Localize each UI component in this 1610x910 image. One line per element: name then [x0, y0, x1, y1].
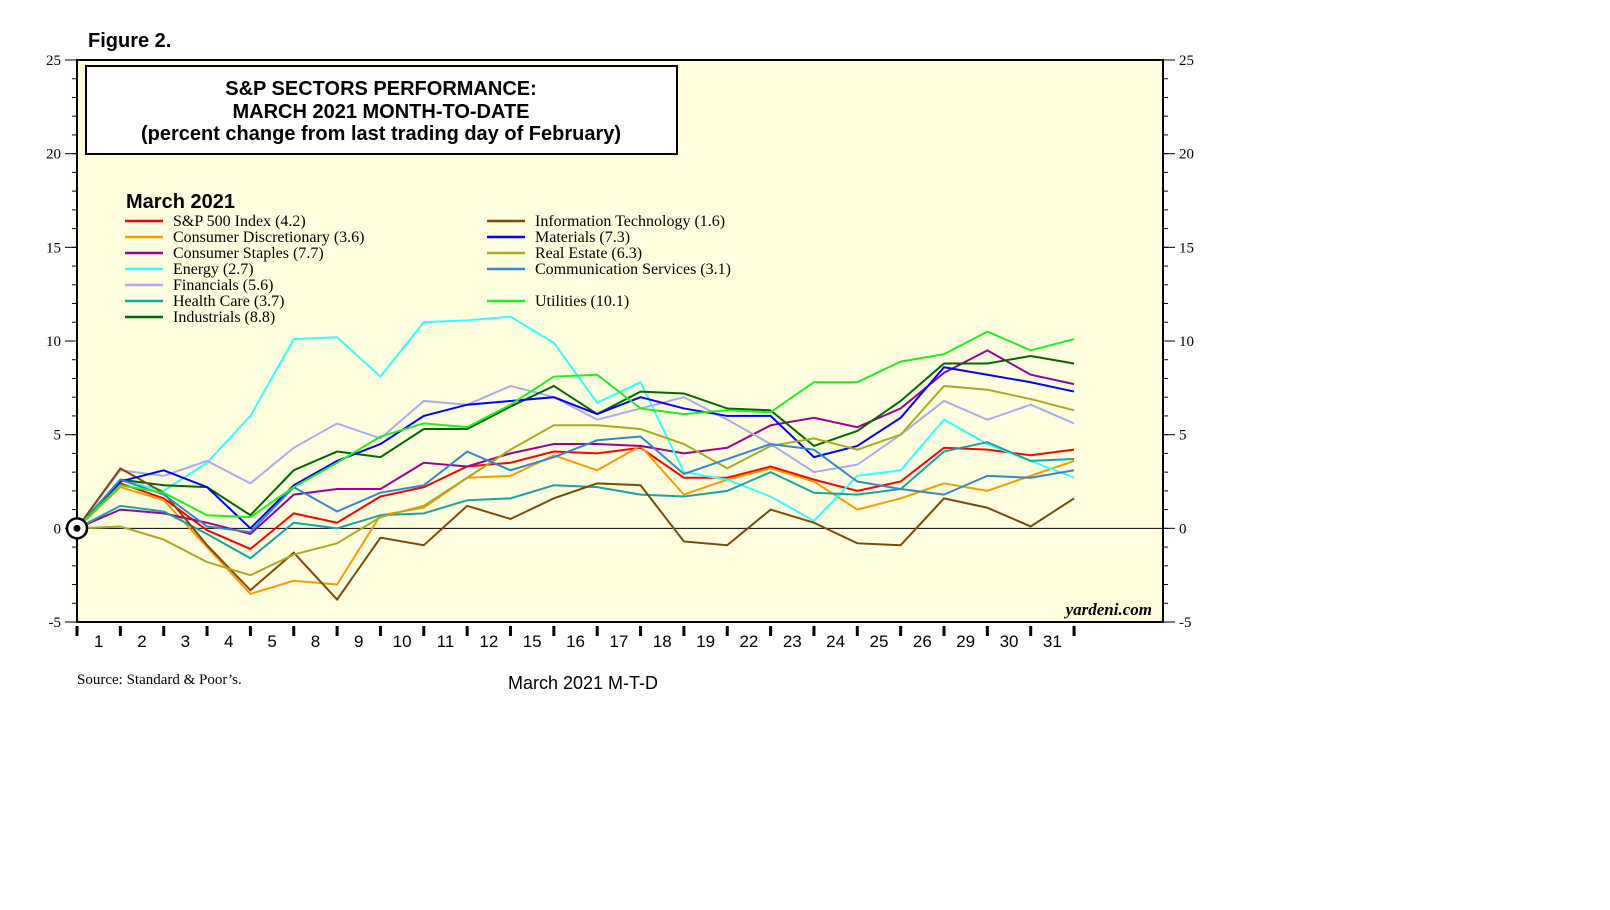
x-tick-label: 18 — [653, 632, 672, 651]
y2-tick-label: 5 — [1179, 428, 1187, 444]
x-tick-label: 12 — [479, 632, 498, 651]
y2-tick-label: 0 — [1179, 521, 1187, 537]
legend-label: Industrials (8.8) — [173, 309, 275, 326]
x-tick-label: 9 — [354, 632, 363, 651]
y-tick-label: 5 — [54, 428, 62, 444]
x-tick-label: 22 — [739, 632, 758, 651]
y2-tick-label: 10 — [1179, 334, 1194, 350]
x-tick-label: 17 — [609, 632, 628, 651]
series-line — [76, 446, 1075, 551]
series-line — [76, 315, 1075, 529]
x-tick-label: 26 — [913, 632, 932, 651]
series-line — [76, 384, 1075, 529]
watermark: yardeni.com — [1064, 600, 1152, 619]
y2-tick-label: -5 — [1179, 615, 1192, 631]
y-tick-label: 25 — [46, 53, 61, 69]
x-tick-label: 8 — [311, 632, 320, 651]
legend-label: Utilities (10.1) — [535, 293, 629, 310]
legend-label: Consumer Discretionary (3.6) — [173, 229, 365, 246]
series-line — [76, 384, 1075, 577]
origin-dot — [73, 524, 81, 532]
legend-label: Consumer Staples (7.7) — [173, 245, 324, 262]
figure-label: Figure 2. — [88, 30, 171, 52]
chart-title: MARCH 2021 MONTH-TO-DATE — [232, 101, 529, 123]
x-tick-label: 31 — [1043, 632, 1062, 651]
x-tick-label: 3 — [181, 632, 190, 651]
y2-tick-label: 20 — [1179, 147, 1194, 163]
source: Source: Standard & Poor’s. — [77, 672, 242, 688]
title-box — [85, 65, 678, 155]
x-axis-label: March 2021 M-T-D — [508, 673, 658, 693]
y-tick-label: 15 — [46, 240, 61, 256]
y-tick-label: 10 — [46, 334, 61, 350]
series-line — [76, 435, 1075, 534]
y-tick-label: 20 — [46, 147, 61, 163]
x-tick-label: 4 — [224, 632, 233, 651]
x-tick-label: 30 — [1000, 632, 1019, 651]
x-tick-label: 23 — [783, 632, 802, 651]
series-line — [76, 330, 1075, 530]
y-tick-label: -5 — [49, 615, 62, 631]
y-tick-label: 0 — [54, 521, 62, 537]
y2-tick-label: 25 — [1179, 53, 1194, 69]
legend-label: Materials (7.3) — [535, 229, 630, 246]
x-tick-label: 16 — [566, 632, 585, 651]
x-tick-label: 29 — [956, 632, 975, 651]
y2-tick-label: 15 — [1179, 240, 1194, 256]
x-tick-label: 2 — [137, 632, 146, 651]
series-line — [76, 467, 1075, 602]
series-line — [76, 354, 1075, 529]
series-line — [76, 444, 1075, 596]
chart-title: S&P SECTORS PERFORMANCE: — [225, 78, 537, 100]
x-tick-label: 5 — [267, 632, 276, 651]
legend-label: Information Technology (1.6) — [535, 213, 725, 230]
x-tick-label: 10 — [393, 632, 412, 651]
legend-label: Real Estate (6.3) — [535, 245, 642, 262]
legend-label: Financials (5.6) — [173, 277, 273, 294]
legend-label: Communication Services (3.1) — [535, 261, 731, 278]
series-line — [76, 366, 1075, 530]
chart-title: (percent change from last trading day of… — [141, 123, 621, 145]
legend-label: S&P 500 Index (4.2) — [173, 213, 306, 230]
legend-label: Health Care (3.7) — [173, 293, 285, 310]
legend-label: Energy (2.7) — [173, 261, 254, 278]
series-line — [76, 441, 1075, 560]
x-tick-label: 15 — [523, 632, 542, 651]
x-tick-label: 25 — [870, 632, 889, 651]
x-tick-label: 1 — [94, 632, 103, 651]
x-tick-label: 19 — [696, 632, 715, 651]
x-tick-label: 11 — [437, 632, 455, 651]
legend-title: March 2021 — [126, 191, 235, 213]
x-tick-label: 24 — [826, 632, 845, 651]
